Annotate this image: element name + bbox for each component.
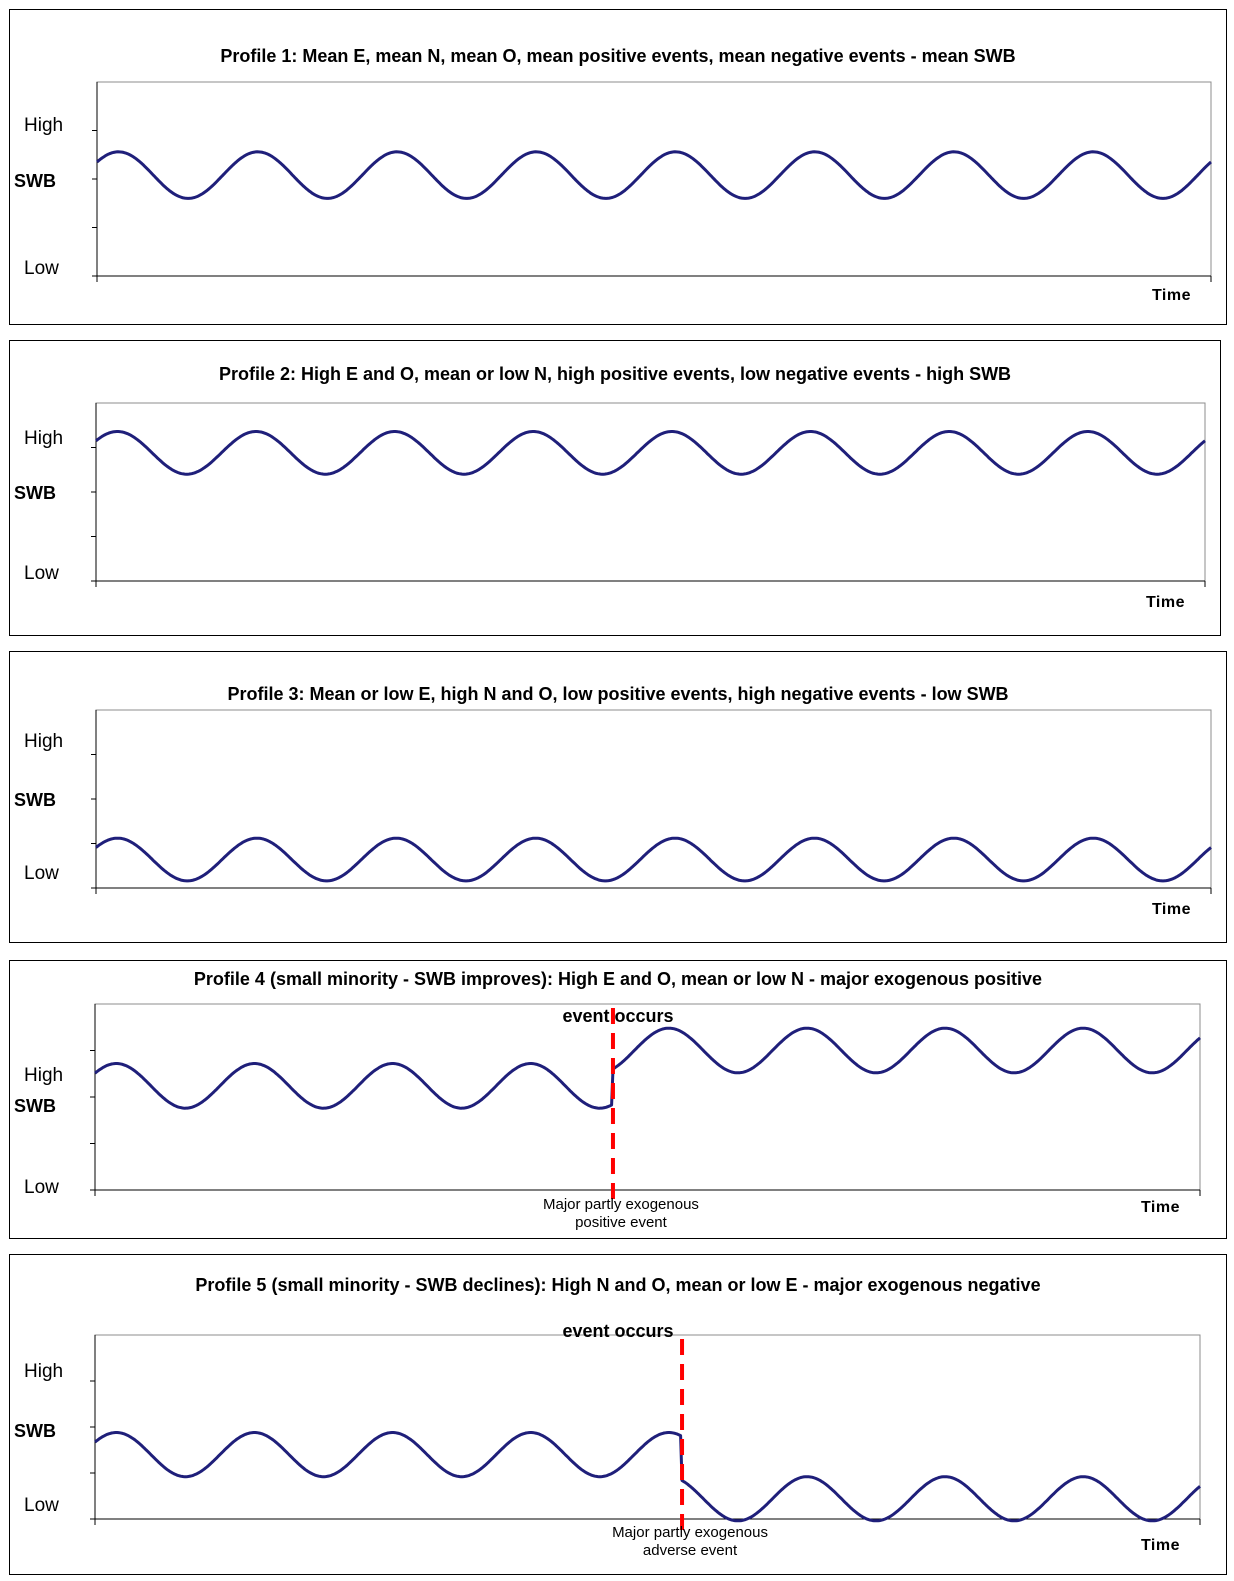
chart-canvas: Profile 5 (small minority - SWB declines… [14, 1275, 1201, 1559]
profile-4-chart: Profile 4 (small minority - SWB improves… [9, 960, 1227, 1239]
y-axis-label: SWB [14, 171, 56, 191]
plot-area [96, 81, 1212, 277]
profile-2-chart: Profile 2: High E and O, mean or low N, … [9, 340, 1221, 636]
swb-series-line [94, 1431, 1201, 1523]
y-tick-label-low: Low [24, 863, 59, 884]
y-tick-label-high: High [24, 1065, 63, 1086]
y-axis-label: SWB [14, 1421, 56, 1441]
y-axis-label: SWB [14, 790, 56, 810]
y-tick-label-high: High [24, 1361, 63, 1382]
swb-series-line [94, 1026, 1201, 1110]
y-axis-label: SWB [14, 483, 56, 503]
chart-title: Profile 3: Mean or low E, high N and O, … [227, 684, 1008, 704]
plot-area [94, 1334, 1201, 1520]
y-tick-label-low: Low [24, 258, 59, 279]
x-axis-label: Time [1141, 1537, 1180, 1554]
swb-series-line [96, 150, 1212, 200]
x-axis-label: Time [1152, 901, 1191, 918]
y-axis-label: SWB [14, 1096, 56, 1116]
x-axis-label: Time [1152, 287, 1191, 304]
chart-title-line-2: event occurs [562, 1006, 673, 1026]
plot-area [95, 709, 1212, 889]
y-tick-label-high: High [24, 115, 63, 136]
profile-5-chart: Profile 5 (small minority - SWB declines… [9, 1254, 1227, 1575]
x-axis-label: Time [1146, 594, 1185, 611]
event-marker-label: adverse event [643, 1542, 738, 1559]
event-marker-label: positive event [575, 1214, 668, 1231]
y-tick-label-low: Low [24, 1495, 59, 1516]
profile-1-chart: Profile 1: Mean E, mean N, mean O, mean … [9, 9, 1227, 325]
event-marker-label: Major partly exogenous [543, 1196, 699, 1213]
chart-title: Profile 1: Mean E, mean N, mean O, mean … [220, 46, 1015, 66]
y-tick-label-low: Low [24, 1177, 59, 1198]
swb-series-line [95, 836, 1212, 883]
plot-area [95, 402, 1206, 582]
event-marker-label: Major partly exogenous [612, 1524, 768, 1541]
y-tick-label-low: Low [24, 563, 59, 584]
x-axis-label: Time [1141, 1199, 1180, 1216]
chart-title: Profile 4 (small minority - SWB improves… [194, 969, 1042, 989]
swb-series-line [95, 430, 1206, 476]
chart-canvas: Profile 1: Mean E, mean N, mean O, mean … [14, 46, 1212, 304]
profile-3-chart: Profile 3: Mean or low E, high N and O, … [9, 651, 1227, 943]
y-tick-label-high: High [24, 731, 63, 752]
chart-canvas: Profile 3: Mean or low E, high N and O, … [14, 684, 1212, 918]
plot-area [94, 1003, 1201, 1191]
chart-canvas: Profile 4 (small minority - SWB improves… [14, 969, 1201, 1231]
chart-title: Profile 5 (small minority - SWB declines… [195, 1275, 1040, 1295]
chart-title-line-2: event occurs [562, 1321, 673, 1341]
chart-title: Profile 2: High E and O, mean or low N, … [219, 364, 1011, 384]
y-tick-label-high: High [24, 428, 63, 449]
chart-canvas: Profile 2: High E and O, mean or low N, … [14, 364, 1206, 611]
